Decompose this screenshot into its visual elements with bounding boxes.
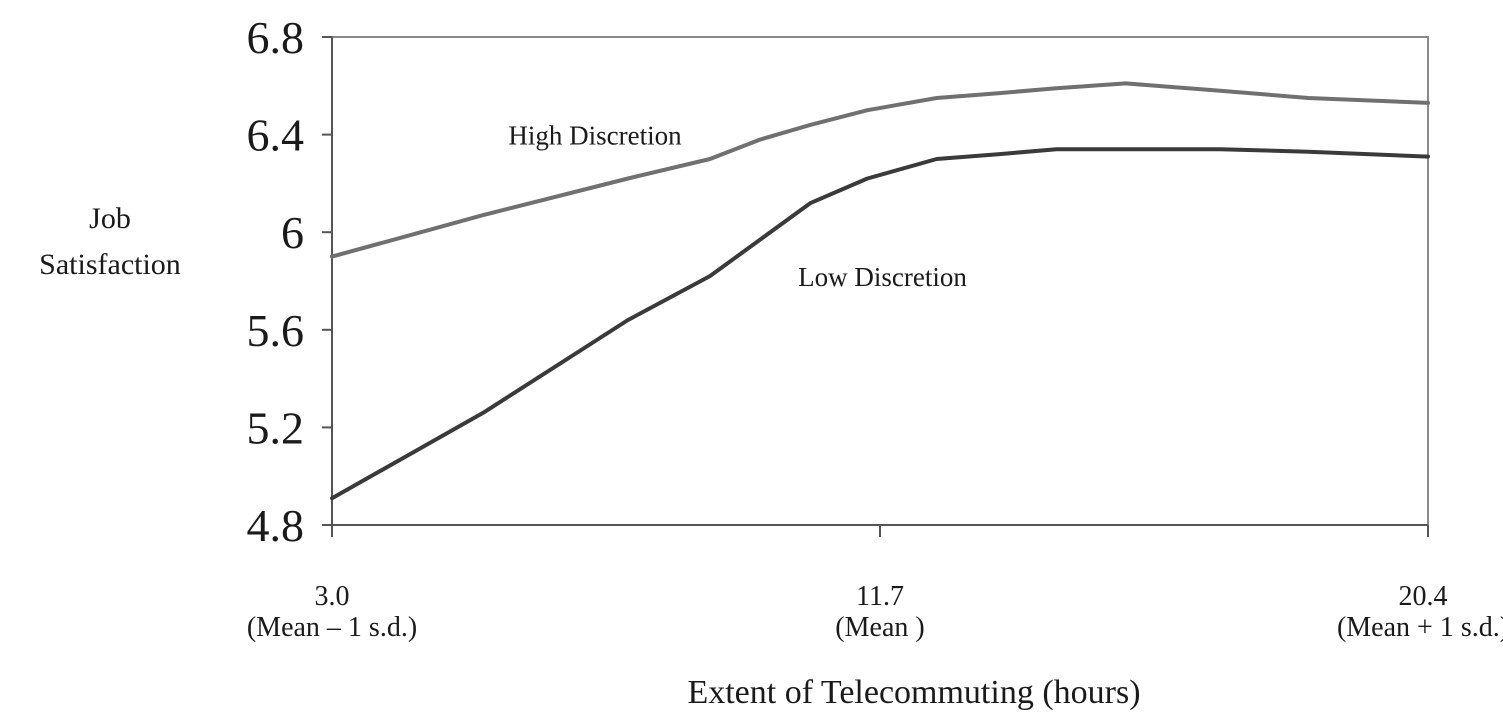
series-line-low-discretion [330,147,1430,501]
x-tick-sublabel: (Mean + 1 s.d.) [1337,612,1503,643]
x-tick-label: 20.4 [1399,581,1448,612]
x-tick-label: 3.0 [315,581,350,612]
y-tick-label: 4.8 [247,500,305,551]
y-tick-label: 5.6 [247,305,305,356]
x-tick-label: 11.7 [856,581,904,612]
series-labels: High Discretion Low Discretion [508,120,967,292]
x-tick-sublabel: (Mean ) [835,612,924,643]
series-label-low-discretion: Low Discretion [798,262,967,292]
y-axis-label-line-1: Job [89,202,131,235]
y-tick-label: 6 [281,207,304,258]
y-tick-label: 6.4 [247,110,305,161]
x-axis-ticks: 3.0(Mean – 1 s.d.) 11.7(Mean ) 20.4(Mean +… [247,525,1503,643]
x-axis-label: Extent of Telecommuting (hours) [687,674,1140,711]
series-label-high-discretion: High Discretion [508,120,682,150]
y-tick-label: 6.8 [247,12,305,63]
chart-series [330,81,1430,501]
y-axis-label-line-2: Satisfaction [39,248,181,281]
x-tick-sublabel: (Mean – 1 s.d.) [247,612,417,643]
y-tick-label: 5.2 [247,402,305,453]
series-line-high-discretion [330,81,1430,259]
y-axis-ticks: 6.8 6.4 6 5.6 5.2 4.8 [247,12,332,551]
